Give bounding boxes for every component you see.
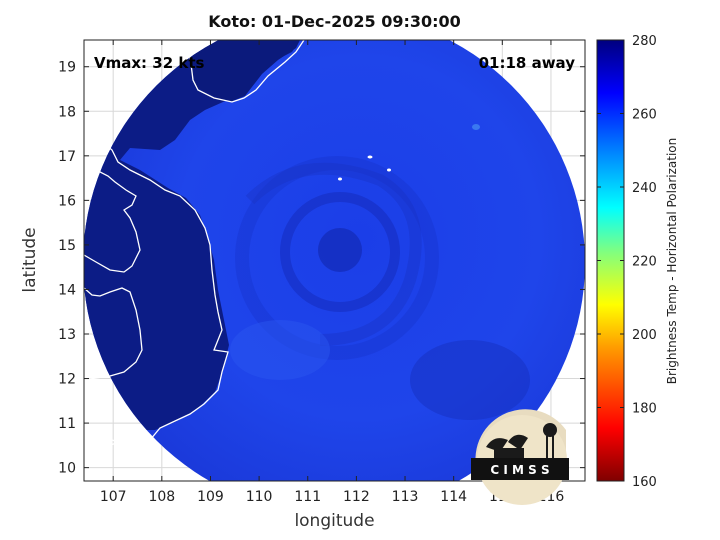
colorbar-tick-label: 260 [632,108,657,123]
island [367,155,373,159]
coastline-cambodia [84,419,138,445]
radar-base [494,448,524,458]
cimss-logo: C I M S S [471,409,569,505]
land-north [190,40,300,102]
spiral-band-mid [280,192,400,312]
colorbar-tick-label: 200 [632,328,657,343]
y-tick-label: 10 [58,461,76,477]
logo-banner [471,458,569,480]
radar-dish-icon [508,434,528,450]
x-tick-label: 112 [343,489,370,505]
x-axis-label: longitude [294,511,375,531]
coastlines [84,40,305,471]
dense-cloud-south [410,340,530,420]
island [387,168,391,172]
vmax-label: Vmax: 32 kts [94,54,204,72]
y-tick-label: 16 [58,193,76,209]
y-tick-label: 15 [58,238,76,254]
spiral-arm [245,162,422,346]
x-axis: 107108109110111112113114115116 [100,40,564,505]
colorbar-tick-label: 160 [632,475,657,490]
y-tick-label: 18 [58,104,76,120]
x-tick-label: 111 [294,489,321,505]
colorbar-ticks: 160 180 200 220 240 260 280 [597,34,657,490]
water-tower-leg [552,436,554,458]
colorbar-tick-label: 240 [632,181,657,196]
y-tick-label: 19 [58,60,76,76]
x-tick-label: 110 [246,489,273,505]
spiral-band-outer [235,156,439,360]
logo-text: C I M S S [490,463,549,477]
y-tick-label: 11 [58,416,76,432]
y-tick-label: 14 [58,282,76,298]
warm-speck [472,124,480,130]
y-tick-label: 12 [58,372,76,388]
chart-title: Koto: 01-Dec-2025 09:30:00 [208,12,461,31]
coastline-west-interior [84,287,143,381]
coastline-gulf [84,159,141,273]
colorbar-label: Brightness Temp - Horizontal Polarizatio… [665,137,679,385]
x-tick-label: 113 [392,489,419,505]
plot-frame [83,39,586,482]
x-tick-label: 107 [100,489,127,505]
x-tick-label: 108 [148,489,175,505]
warm-patch [230,320,330,380]
x-tick-label: 109 [197,489,224,505]
colorbar-tick-label: 180 [632,402,657,417]
microwave-swath [84,40,585,481]
coastline-vietnam [84,114,229,471]
island [338,177,342,181]
colorbar [596,39,625,482]
water-tower-leg [546,436,548,458]
y-tick-label: 17 [58,149,76,165]
storm-core [318,228,362,272]
y-axis-label: latitude [20,227,40,293]
y-tick-label: 13 [58,327,76,343]
time-away-label: 01:18 away [479,54,576,72]
coastline-north [187,40,305,103]
radar-dish-icon [486,438,508,452]
water-tower-icon [543,423,557,437]
y-axis: 10 11 12 13 14 15 16 17 18 19 [58,60,585,477]
land-mass [84,40,300,430]
x-tick-label: 114 [440,489,467,505]
colorbar-tick-label: 280 [632,34,657,49]
colorbar-tick-label: 220 [632,255,657,270]
